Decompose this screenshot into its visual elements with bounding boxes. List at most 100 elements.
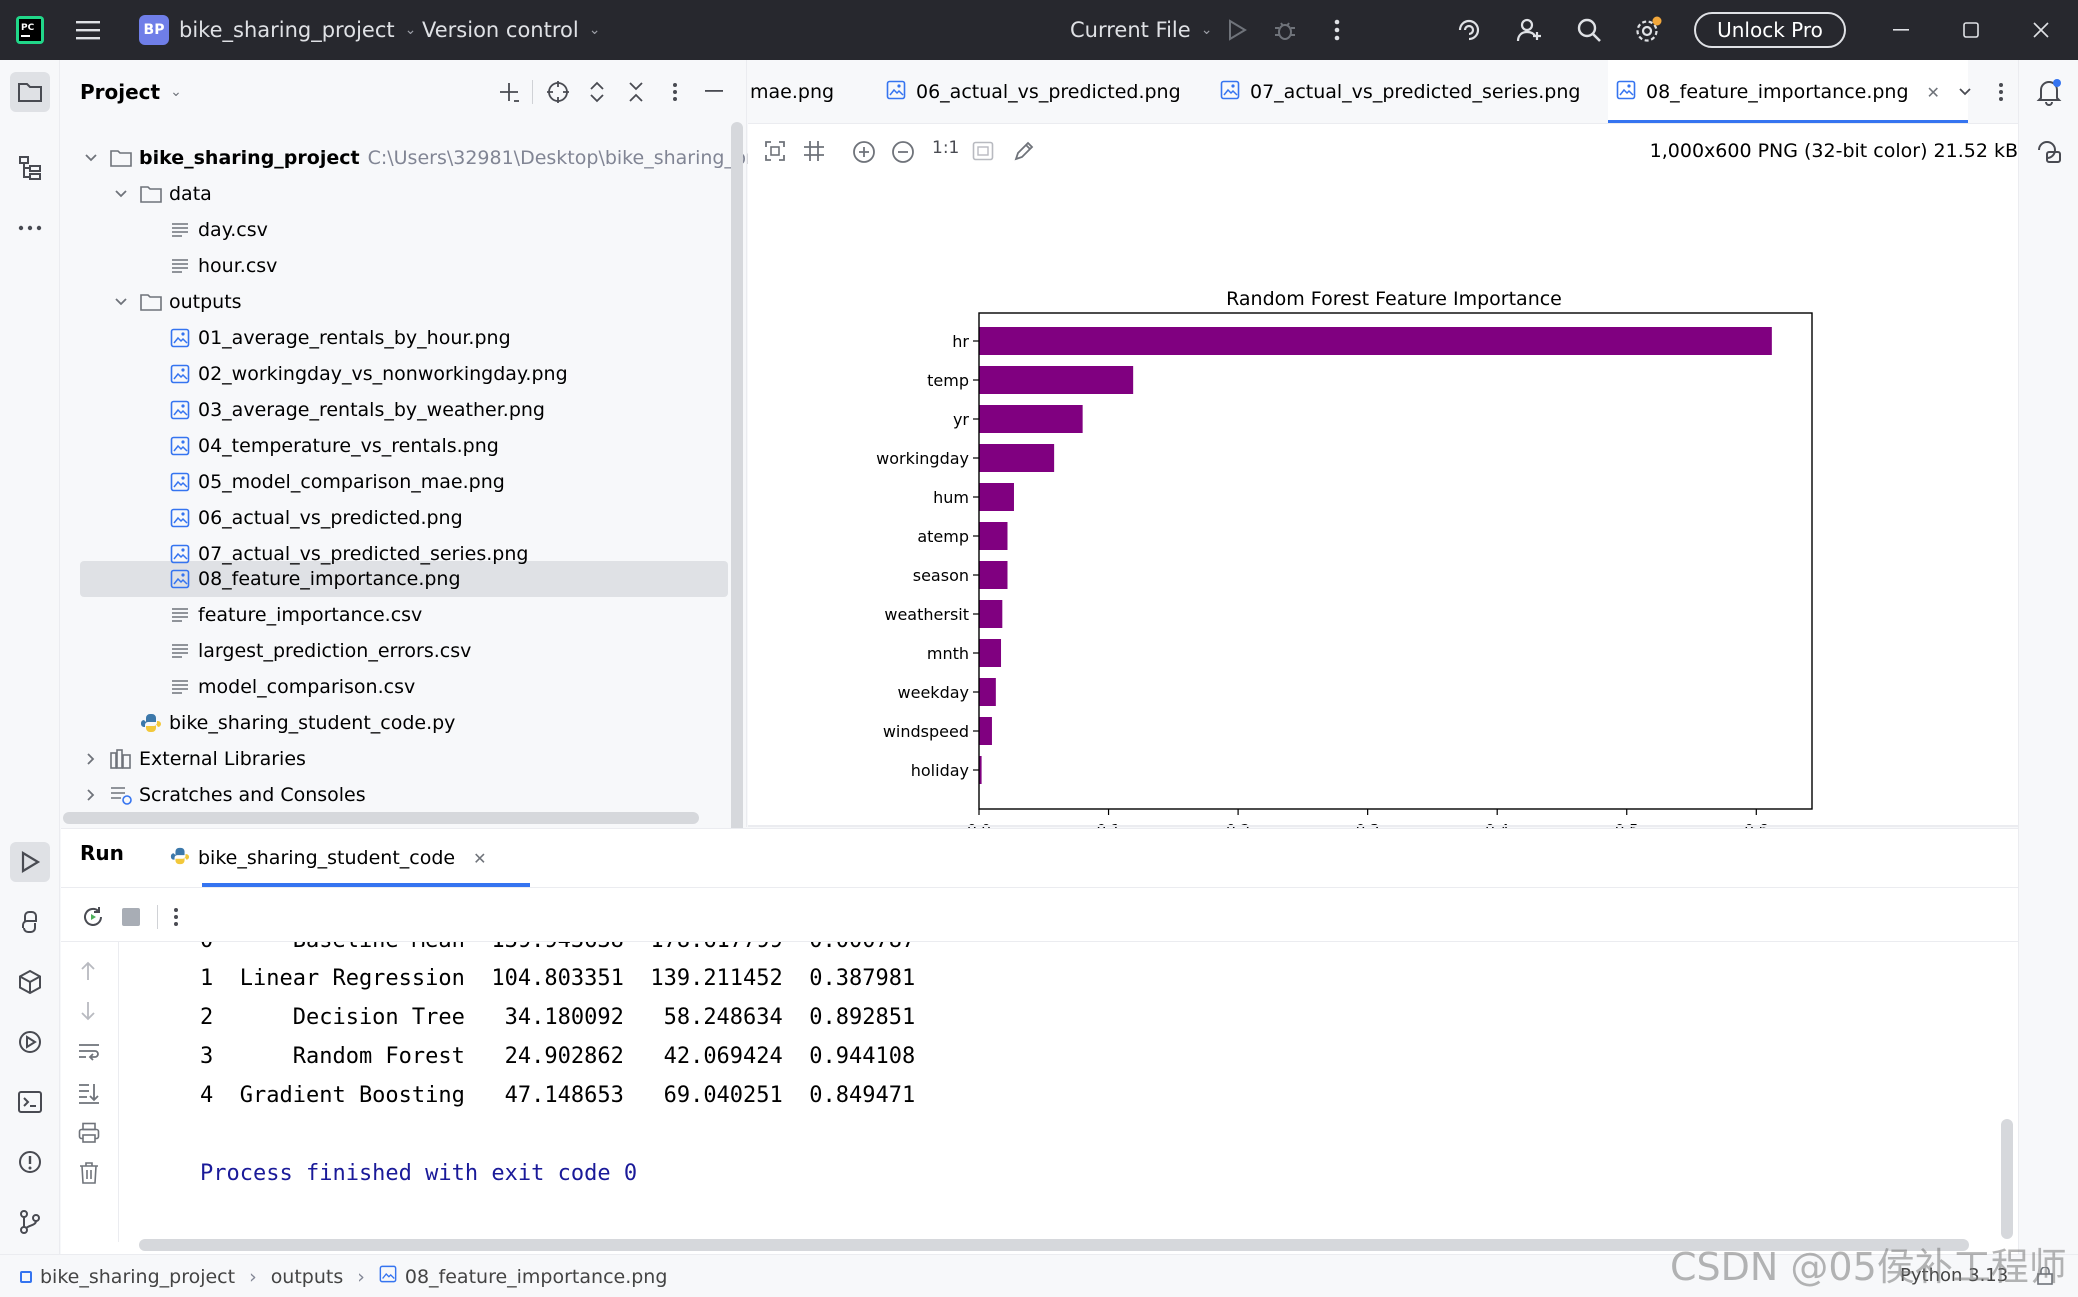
services-icon[interactable] — [10, 1022, 50, 1062]
ai-chat-icon[interactable] — [2029, 132, 2069, 172]
project-tool-folder-icon[interactable] — [10, 72, 50, 112]
scroll-down-arrow-icon[interactable] — [79, 1000, 97, 1026]
editor-tab-feature-importance-active[interactable]: 08_feature_importance.png ✕ — [1608, 60, 1968, 123]
run-configuration-selector[interactable]: Current File ⌄ — [1070, 0, 1212, 60]
tree-file-csv[interactable]: model_comparison.csv — [168, 669, 415, 705]
scroll-to-end-icon[interactable] — [78, 1082, 100, 1108]
version-control-menu[interactable]: Version control ⌄ — [422, 0, 600, 60]
editor-tab-mae-png[interactable]: mae.png — [750, 60, 834, 123]
tree-file-png[interactable]: 01_average_rentals_by_hour.png — [168, 320, 511, 356]
editor-tab-actual-vs-predicted-series[interactable]: 07_actual_vs_predicted_series.png — [1220, 60, 1580, 123]
breadcrumb-item-outputs[interactable]: outputs — [270, 1265, 344, 1288]
console-gutter — [61, 942, 119, 1242]
console-output[interactable]: 0 Baseline Mean 139.943638 178.617799 -0… — [120, 942, 1980, 1242]
soft-wrap-icon[interactable] — [78, 1042, 100, 1066]
show-grid-icon[interactable] — [803, 140, 825, 166]
tree-file-png[interactable]: 05_model_comparison_mae.png — [168, 464, 505, 500]
editor-tab-actual-vs-predicted[interactable]: 06_actual_vs_predicted.png — [886, 60, 1181, 123]
tree-file-png[interactable]: 07_actual_vs_predicted_series.png — [168, 536, 528, 572]
options-icon[interactable] — [659, 60, 691, 124]
stop-icon[interactable] — [122, 908, 140, 926]
hide-panel-icon[interactable] — [698, 60, 730, 124]
color-picker-icon[interactable] — [1012, 139, 1036, 167]
tree-scratches-consoles[interactable]: Scratches and Consoles — [109, 777, 366, 813]
console-vertical-scrollbar[interactable] — [2001, 1119, 2013, 1239]
file-name: 04_temperature_vs_rentals.png — [198, 435, 499, 457]
close-run-tab-icon[interactable]: ✕ — [473, 848, 487, 868]
zoom-in-icon[interactable] — [852, 140, 876, 168]
unlock-pro-button[interactable]: Unlock Pro — [1693, 0, 1847, 60]
scratches-icon — [109, 783, 133, 807]
horizontal-scrollbar[interactable] — [63, 812, 699, 824]
project-switcher[interactable]: bike_sharing_project ⌄ — [179, 0, 416, 60]
project-panel-title[interactable]: Project ⌄ — [80, 60, 182, 124]
run-tool-icon[interactable] — [10, 842, 50, 882]
tree-file-python-script[interactable]: bike_sharing_student_code.py — [139, 705, 455, 741]
run-tab-bike-sharing-student-code[interactable]: bike_sharing_student_code ✕ — [160, 829, 530, 887]
tree-file-png-selected[interactable]: 08_feature_importance.png — [168, 561, 461, 597]
new-file-icon[interactable] — [494, 60, 524, 124]
tree-file-csv[interactable]: largest_prediction_errors.csv — [168, 633, 471, 669]
more-tool-windows-icon[interactable] — [10, 208, 50, 248]
chevron-down-icon[interactable] — [111, 292, 131, 312]
tree-file-png[interactable]: 02_workingday_vs_nonworkingday.png — [168, 356, 568, 392]
clear-all-trash-icon[interactable] — [79, 1162, 99, 1188]
problems-icon[interactable] — [10, 1142, 50, 1182]
chevron-down-icon[interactable] — [81, 148, 101, 168]
tab-options-icon[interactable] — [1988, 60, 2014, 123]
vertical-scrollbar[interactable] — [731, 122, 743, 840]
tree-file-png[interactable]: 06_actual_vs_predicted.png — [168, 500, 463, 536]
print-icon[interactable] — [78, 1122, 100, 1148]
terminal-icon[interactable] — [10, 1082, 50, 1122]
scroll-up-arrow-icon[interactable] — [79, 960, 97, 986]
chevron-right-icon[interactable] — [81, 749, 101, 769]
fit-to-window-icon[interactable] — [764, 140, 786, 166]
breadcrumb-item-file[interactable]: 08_feature_importance.png — [404, 1265, 668, 1288]
minimize-window-icon[interactable] — [1878, 0, 1924, 60]
ai-assistant-icon[interactable] — [1452, 0, 1486, 60]
tree-file-day-csv[interactable]: day.csv — [168, 212, 268, 248]
chevron-right-icon: › — [249, 1265, 257, 1288]
version-control-icon[interactable] — [10, 1202, 50, 1242]
image-viewer-toolbar: 1:1 1,000x600 PNG (32-bit color) 21.52 k… — [748, 124, 2018, 180]
tree-file-png[interactable]: 04_temperature_vs_rentals.png — [168, 428, 499, 464]
actual-size-button[interactable]: 1:1 — [932, 138, 960, 158]
background-toggle-icon[interactable] — [972, 140, 994, 166]
tree-file-hour-csv[interactable]: hour.csv — [168, 248, 277, 284]
project-badge[interactable]: BP — [138, 0, 170, 60]
zoom-out-icon[interactable] — [891, 140, 915, 168]
python-interpreter-widget[interactable]: Python 3.13 — [1900, 1265, 2009, 1286]
collapse-all-icon[interactable] — [620, 60, 652, 124]
pycharm-logo-icon[interactable]: PC — [12, 0, 48, 60]
debug-icon[interactable] — [1268, 0, 1302, 60]
tree-folder-data[interactable]: data — [139, 176, 212, 212]
notifications-bell-icon[interactable] — [2029, 72, 2069, 112]
python-console-icon[interactable] — [10, 902, 50, 942]
tree-folder-outputs[interactable]: outputs — [139, 284, 242, 320]
tree-external-libraries[interactable]: External Libraries — [109, 741, 306, 777]
console-horizontal-scrollbar[interactable] — [139, 1239, 1969, 1251]
expand-all-icon[interactable] — [581, 60, 613, 124]
run-icon[interactable] — [1220, 0, 1254, 60]
chevron-right-icon[interactable] — [81, 785, 101, 805]
breadcrumb-item-project[interactable]: bike_sharing_project — [40, 1265, 236, 1288]
rerun-icon[interactable] — [81, 905, 105, 933]
close-tab-icon[interactable]: ✕ — [1926, 82, 1940, 102]
locate-file-icon[interactable] — [542, 60, 574, 124]
python-packages-icon[interactable] — [10, 962, 50, 1002]
chevron-down-icon[interactable] — [111, 184, 131, 204]
close-window-icon[interactable] — [2018, 0, 2064, 60]
add-user-icon[interactable] — [1512, 0, 1546, 60]
more-actions-icon[interactable] — [1322, 0, 1352, 60]
tree-file-png[interactable]: 03_average_rentals_by_weather.png — [168, 392, 545, 428]
structure-icon[interactable] — [10, 148, 50, 188]
tree-file-csv[interactable]: feature_importance.csv — [168, 597, 422, 633]
run-options-icon[interactable] — [173, 907, 179, 931]
bar-weekday — [979, 678, 996, 706]
search-icon[interactable] — [1572, 0, 1606, 60]
main-menu-icon[interactable] — [68, 0, 108, 60]
tab-list-chevron-down-icon[interactable] — [1948, 60, 1982, 123]
settings-icon[interactable] — [1630, 0, 1666, 60]
maximize-window-icon[interactable] — [1948, 0, 1994, 60]
tree-root-project[interactable]: bike_sharing_project C:\Users\32981\Desk… — [109, 140, 800, 176]
